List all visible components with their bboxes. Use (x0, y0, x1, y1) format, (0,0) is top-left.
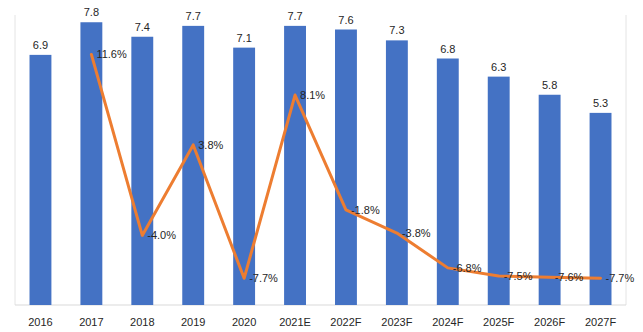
labels: 6.9 7.8 7.4 7.7 7.1 7.7 7.6 7.3 6.8 6.3 5.8 5.3 11.6… (28, 6, 634, 328)
line-label: 3.8% (198, 139, 223, 151)
bar (335, 30, 357, 306)
x-tick-label: 2027F (585, 316, 616, 328)
bar (30, 55, 52, 305)
bar-label: 7.8 (84, 6, 99, 18)
y2-axis-line (626, 15, 627, 305)
x-tick-label: 2019 (181, 316, 205, 328)
bar-label: 6.8 (440, 43, 455, 55)
x-tick-label: 2024F (432, 316, 463, 328)
x-axis-line (15, 305, 626, 306)
x-tick-label: 2020 (232, 316, 256, 328)
x-tick-label: 2017 (79, 316, 103, 328)
line-label: -7.7% (606, 272, 635, 284)
bar (386, 40, 408, 305)
line-label: 8.1% (300, 89, 325, 101)
chart: 6.9 7.8 7.4 7.7 7.1 7.7 7.6 7.3 6.8 6.3 5.8 5.3 11.6… (0, 0, 643, 332)
x-tick-label: 2021E (279, 316, 311, 328)
y-axis-line (15, 15, 16, 305)
bar-label: 6.9 (33, 39, 48, 51)
bar (80, 22, 102, 305)
bar-label: 6.3 (491, 61, 506, 73)
x-tick-label: 2026F (534, 316, 565, 328)
bar-label: 7.4 (135, 21, 150, 33)
growth-line (91, 54, 600, 278)
bar-label: 7.7 (186, 10, 201, 22)
line-label: -7.5% (504, 270, 533, 282)
plot-marks (30, 22, 612, 305)
bar-label: 7.7 (287, 10, 302, 22)
line-label: -6.8% (453, 262, 482, 274)
bar-label: 5.8 (542, 79, 557, 91)
bar-label: 5.3 (593, 97, 608, 109)
bar (284, 26, 306, 305)
line-label: -1.8% (351, 204, 380, 216)
bar (131, 37, 153, 305)
x-tick-label: 2018 (130, 316, 154, 328)
line-label: -7.7% (249, 272, 278, 284)
bar-label: 7.3 (389, 24, 404, 36)
bar-label: 7.6 (338, 14, 353, 26)
x-tick-label: 2022F (330, 316, 361, 328)
line-label: -3.8% (402, 227, 431, 239)
line-label: 11.6% (96, 48, 127, 60)
line-label: -4.0% (147, 229, 176, 241)
line-label: -7.6% (555, 271, 584, 283)
bar (233, 48, 255, 305)
chart-container: 6.9 7.8 7.4 7.7 7.1 7.7 7.6 7.3 6.8 6.3 5.8 5.3 11.6… (0, 0, 643, 332)
bar-label: 7.1 (236, 32, 251, 44)
x-tick-label: 2016 (28, 316, 52, 328)
x-tick-label: 2023F (381, 316, 412, 328)
x-tick-label: 2025F (483, 316, 514, 328)
